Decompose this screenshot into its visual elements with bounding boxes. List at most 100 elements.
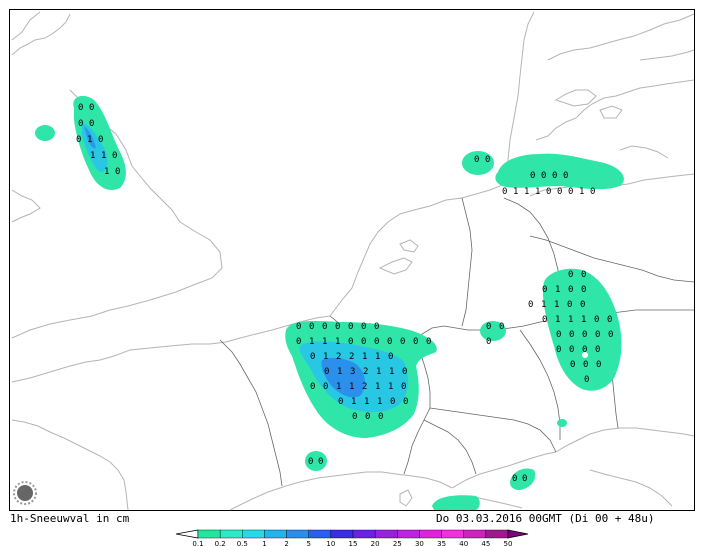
snow-area [557, 419, 567, 427]
grid-value: 2 [362, 382, 367, 392]
grid-value: 1 [349, 382, 354, 392]
grid-value: 0 [596, 360, 601, 370]
grid-value-labels: 0 00 00 1 01 1 01 00 00 0 0 00 1 1 1 0 0 0 1 00 0 0 0 0 0 00 1 1 1 0 0… [76, 103, 613, 484]
grid-value: 0 [580, 300, 585, 310]
grid-value: 0 [89, 103, 94, 113]
grid-value: 0 [296, 322, 301, 332]
grid-value: 2 [349, 352, 354, 362]
grid-value: 0 [365, 412, 370, 422]
snow-area [432, 495, 480, 510]
grid-value: 0 [310, 352, 315, 362]
snow-gap [582, 352, 588, 358]
grid-value: 0 [348, 337, 353, 347]
grid-value: 0 [335, 322, 340, 332]
grid-value: 0 [76, 135, 81, 145]
legend-label: 30 [415, 540, 424, 546]
legend-swatch [286, 529, 309, 539]
snow-area [305, 451, 327, 471]
grid-value: 0 [512, 474, 517, 484]
grid-value: 0 [546, 187, 551, 197]
grid-value: 1 [568, 315, 573, 325]
legend-swatch [264, 529, 287, 539]
grid-value: 1 [581, 315, 586, 325]
grid-value: 1 [375, 382, 380, 392]
grid-value: 0 [486, 337, 491, 347]
grid-value: 1 [375, 352, 380, 362]
grid-value: 0 [361, 322, 366, 332]
grid-value: 0 [98, 135, 103, 145]
grid-value: 0 [352, 412, 357, 422]
sun-logo-icon [13, 481, 37, 505]
grid-value: 0 [318, 457, 323, 467]
snow-area [542, 268, 622, 391]
grid-value: 0 [296, 337, 301, 347]
legend-swatch [219, 529, 243, 539]
grid-value: 1 [104, 167, 109, 177]
legend-swatch [463, 529, 487, 539]
legend-label: 0.5 [237, 540, 248, 546]
grid-value: 0 [542, 285, 547, 295]
grid-value: 1 [336, 382, 341, 392]
legend-under-arrow [175, 529, 199, 539]
grid-value: 0 [115, 167, 120, 177]
grid-value: 1 [555, 315, 560, 325]
legend-label: 0.2 [215, 540, 226, 546]
legend-label: 50 [504, 540, 513, 546]
grid-value: 0 [570, 360, 575, 370]
legend-swatch [419, 529, 442, 539]
snow-area [480, 321, 506, 341]
legend-swatch [330, 529, 354, 539]
grid-value: 0 [582, 345, 587, 355]
grid-value: 1 [351, 397, 356, 407]
grid-value: 0 [582, 330, 587, 340]
grid-value: 0 [338, 397, 343, 407]
grid-value: 0 [324, 367, 329, 377]
grid-value: 0 [403, 397, 408, 407]
grid-value: 0 [552, 171, 557, 181]
legend-swatch [397, 529, 420, 539]
legend-label: 10 [326, 540, 335, 546]
grid-value: 0 [390, 397, 395, 407]
legend-label: 1 [262, 540, 266, 546]
grid-value: 0 [607, 315, 612, 325]
legend-swatch [485, 529, 509, 539]
grid-value: 0 [530, 171, 535, 181]
grid-value: 1 [555, 285, 560, 295]
grid-value: 0 [322, 322, 327, 332]
snowfall-areas [35, 95, 624, 510]
grid-value: 1 [335, 337, 340, 347]
legend-swatch [352, 529, 376, 539]
grid-value: 2 [363, 367, 368, 377]
legend-over-arrow [507, 529, 529, 539]
grid-value: 0 [310, 382, 315, 392]
grid-value: 0 [323, 382, 328, 392]
snow-area [510, 468, 536, 490]
grid-value: 1 [376, 367, 381, 377]
grid-value: 1 [322, 337, 327, 347]
grid-value: 0 [387, 337, 392, 347]
grid-value: 0 [556, 345, 561, 355]
grid-value: 0 [374, 337, 379, 347]
legend-label: 35 [437, 540, 446, 546]
grid-value: 0 [426, 337, 431, 347]
legend-swatch [441, 529, 464, 539]
grid-value: 1 [87, 135, 92, 145]
grid-value: 0 [563, 171, 568, 181]
grid-value: 0 [485, 155, 490, 165]
grid-value: 0 [557, 187, 562, 197]
legend-label: 40 [459, 540, 468, 546]
grid-value: 0 [486, 322, 491, 332]
grid-value: 0 [402, 367, 407, 377]
grid-value: 1 [535, 187, 540, 197]
legend-label: 5 [306, 540, 310, 546]
legend-label: 15 [349, 540, 358, 546]
grid-value: 1 [388, 382, 393, 392]
grid-value: 0 [378, 412, 383, 422]
grid-value: 1 [554, 300, 559, 310]
grid-value: 0 [308, 457, 313, 467]
grid-value: 0 [112, 151, 117, 161]
grid-value: 0 [584, 375, 589, 385]
grid-value: 0 [89, 119, 94, 129]
grid-value: 1 [541, 300, 546, 310]
grid-value: 0 [567, 300, 572, 310]
